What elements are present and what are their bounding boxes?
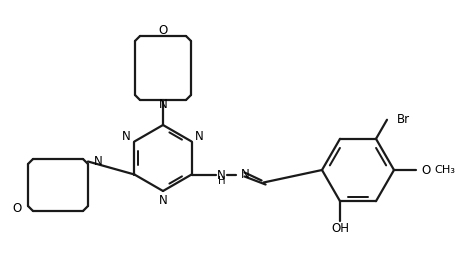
Text: N: N — [158, 98, 167, 112]
Text: CH₃: CH₃ — [434, 165, 455, 175]
Text: N: N — [217, 169, 226, 182]
Text: N: N — [241, 168, 249, 181]
Text: O: O — [421, 164, 430, 176]
Text: N: N — [122, 130, 131, 144]
Text: N: N — [195, 130, 204, 144]
Text: N: N — [94, 155, 103, 168]
Text: O: O — [13, 202, 22, 215]
Text: O: O — [158, 24, 168, 36]
Text: Br: Br — [397, 113, 410, 126]
Text: OH: OH — [331, 222, 349, 235]
Text: N: N — [158, 193, 167, 207]
Text: H: H — [218, 176, 225, 187]
